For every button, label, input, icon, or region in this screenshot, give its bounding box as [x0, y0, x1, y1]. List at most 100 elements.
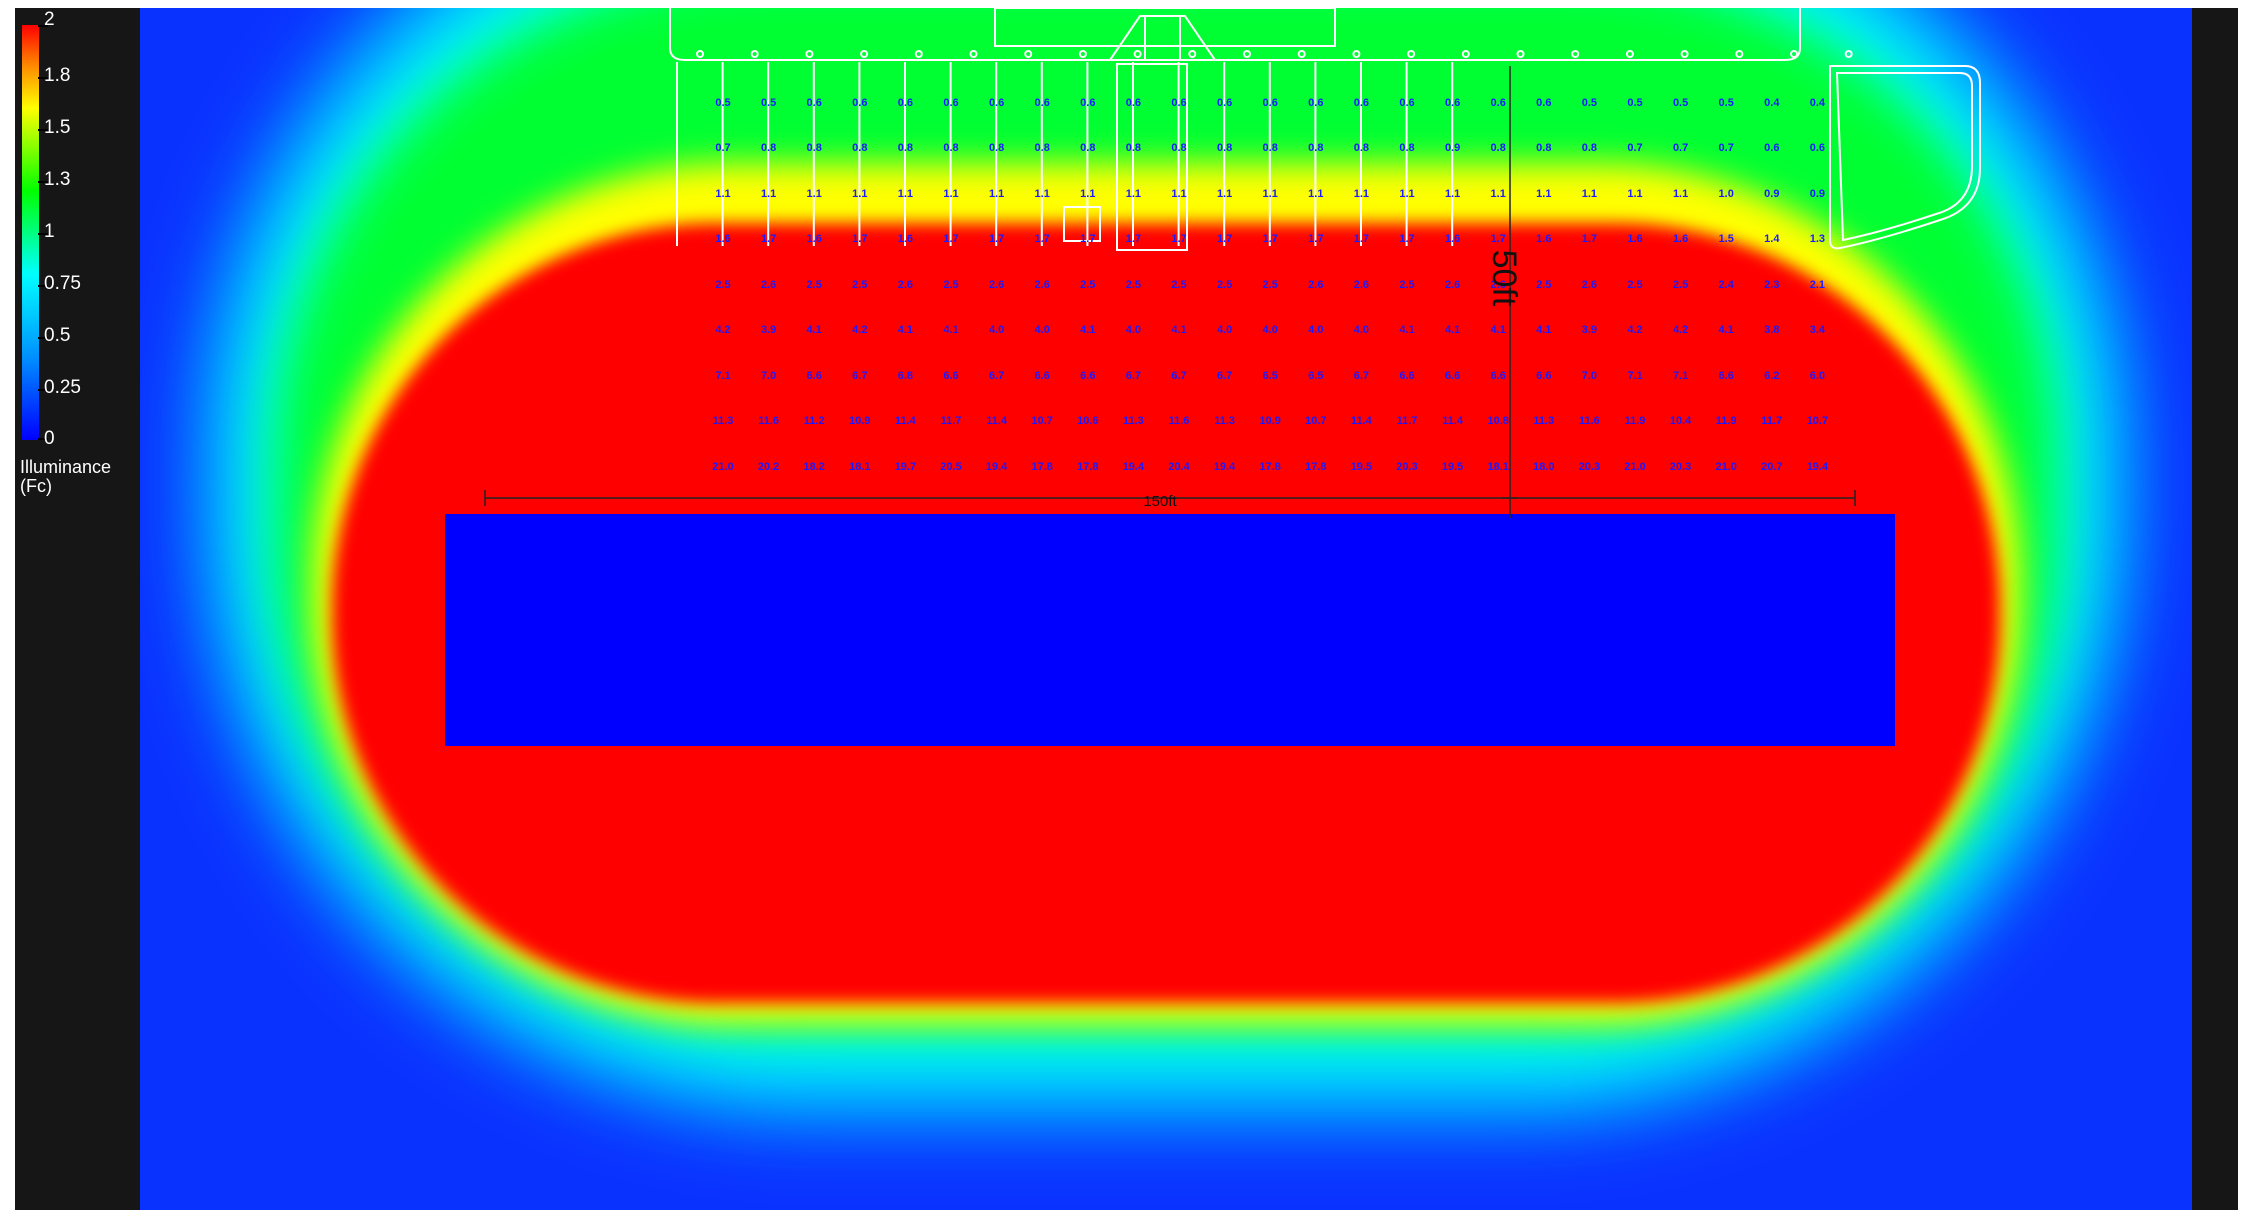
grid-value: 0.6 [1308, 97, 1323, 109]
grid-value: 3.9 [761, 324, 776, 336]
bay-marker [914, 50, 923, 58]
legend-tick-label: 1.8 [44, 65, 71, 86]
grid-value: 11.7 [941, 415, 962, 427]
grid-value: 1.7 [1354, 233, 1369, 245]
grid-value: 2.6 [1491, 279, 1506, 291]
illuminance-grid-values: 0.5 0.5 0.6 0.6 0.6 0.6 0.6 0.6 0.6 0.6 0.6 0.6 0.6 0… [712, 97, 1829, 473]
grid-value: 0.8 [1354, 142, 1369, 154]
grid-value: 0.8 [1491, 142, 1506, 154]
grid-value: 0.9 [1810, 188, 1825, 200]
grid-value: 2.5 [807, 279, 822, 291]
dimension-150ft [484, 66, 1856, 518]
grid-value: 10.9 [849, 415, 870, 427]
grid-value: 1.7 [1035, 233, 1050, 245]
grid-value: 0.6 [852, 97, 867, 109]
grid-value: 0.6 [1445, 97, 1460, 109]
legend-tick-label: 1.3 [44, 169, 71, 190]
grid-value: 1.6 [715, 233, 730, 245]
grid-value: 1.1 [1399, 188, 1414, 200]
grid-value: 11.2 [804, 415, 825, 427]
grid-value: 6.8 [898, 370, 913, 382]
grid-value: 1.1 [1126, 188, 1141, 200]
grid-value: 1.1 [1080, 188, 1095, 200]
grid-value: 7.0 [1582, 370, 1597, 382]
grid-value: 0.8 [1035, 142, 1050, 154]
court-floor-zero-zone [445, 514, 1895, 746]
grid-value: 0.6 [898, 97, 913, 109]
grid-value: 6.6 [1399, 370, 1414, 382]
grid-value: 1.1 [1491, 188, 1506, 200]
grid-value: 0.6 [1263, 97, 1278, 109]
grid-value: 4.0 [1126, 324, 1141, 336]
side-structure-inner [1835, 72, 1973, 242]
grid-value: 3.4 [1810, 324, 1826, 336]
grid-value: 0.8 [1399, 142, 1414, 154]
grid-value: 6.5 [1308, 370, 1323, 382]
grid-value: 11.3 [1214, 415, 1235, 427]
grid-value: 4.1 [943, 324, 958, 336]
legend-tick-label: 0.25 [44, 377, 81, 398]
grid-value: 0.6 [1536, 97, 1551, 109]
grid-value: 6.5 [1263, 370, 1278, 382]
grid-value: 7.1 [1673, 370, 1688, 382]
legend-tick-label: 1 [44, 221, 55, 242]
grid-value: 0.6 [943, 97, 958, 109]
grid-value: 3.8 [1764, 324, 1779, 336]
grid-value: 11.4 [1442, 415, 1464, 427]
grid-value: 2.6 [1354, 279, 1369, 291]
grid-value: 2.6 [1582, 279, 1597, 291]
bay-marker [1790, 50, 1798, 58]
grid-value: 2.5 [1171, 279, 1186, 291]
lighting-heatmap-window: 2 1.8 1.5 1.3 1 0.75 0.5 0.25 0 Illumina… [15, 8, 2238, 1210]
grid-value: 10.6 [1077, 415, 1098, 427]
legend-tick [38, 438, 48, 440]
grid-value: 2.5 [1126, 279, 1141, 291]
grid-value: 4.0 [1354, 324, 1369, 336]
grid-value: 0.6 [1399, 97, 1414, 109]
grid-value: 21.0 [712, 461, 733, 473]
grid-value: 10.7 [1031, 415, 1052, 427]
grid-value: 0.8 [898, 142, 913, 154]
grid-value: 2.5 [1263, 279, 1278, 291]
grid-value: 0.9 [1445, 142, 1460, 154]
grid-value: 4.0 [1263, 324, 1278, 336]
bay-marker [1133, 50, 1142, 58]
depth-dimension-label: 50ft [1485, 250, 1523, 307]
grid-value: 1.1 [1582, 188, 1597, 200]
grid-value: 0.8 [1536, 142, 1551, 154]
grid-value: 11.9 [1625, 415, 1646, 427]
grid-value: 4.1 [1171, 324, 1186, 336]
grid-value: 10.4 [1670, 415, 1692, 427]
grid-value: 4.1 [1536, 324, 1551, 336]
grid-value: 0.8 [1308, 142, 1323, 154]
building-outline [669, 8, 1981, 251]
grid-value: 1.7 [852, 233, 867, 245]
side-structure [1829, 65, 1981, 250]
heatmap-plot-area[interactable]: 0.5 0.5 0.6 0.6 0.6 0.6 0.6 0.6 0.6 0.6 0.6 0.6 0.6 0… [140, 8, 2192, 1210]
grid-value: 0.6 [1354, 97, 1369, 109]
grid-value: 11.3 [1123, 415, 1144, 427]
bay-marker [1078, 50, 1087, 58]
grid-value: 20.2 [758, 461, 779, 473]
grid-value: 1.7 [1399, 233, 1414, 245]
legend-tick [38, 129, 48, 131]
bay-marker [750, 50, 759, 58]
grid-value: 1.7 [1217, 233, 1232, 245]
grid-value: 19.4 [1123, 461, 1145, 473]
grid-value: 1.3 [1810, 233, 1825, 245]
grid-value: 11.6 [1169, 415, 1190, 427]
legend-tick [38, 25, 48, 27]
grid-value: 2.3 [1764, 279, 1779, 291]
bay-marker [1461, 50, 1470, 58]
grid-value: 7.1 [715, 370, 730, 382]
grid-value: 1.7 [761, 233, 776, 245]
grid-value: 2.5 [1080, 279, 1095, 291]
highlight-cell [1063, 206, 1101, 242]
grid-value: 20.4 [1168, 461, 1190, 473]
grid-value: 2.5 [852, 279, 867, 291]
grid-value: 1.7 [1126, 233, 1141, 245]
grid-value: 19.4 [1214, 461, 1236, 473]
grid-value: 1.6 [807, 233, 822, 245]
grid-value: 1.7 [1171, 233, 1186, 245]
grid-value: 1.1 [898, 188, 913, 200]
